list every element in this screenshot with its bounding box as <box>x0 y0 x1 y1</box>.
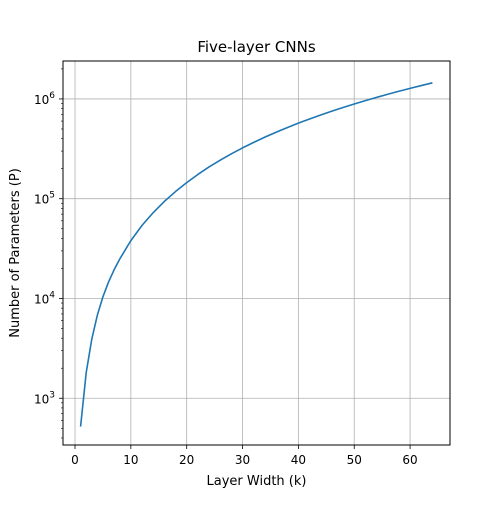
y-tick-label: 106 <box>34 91 55 107</box>
x-tick-label: 0 <box>71 453 79 467</box>
y-tick-label: 103 <box>34 390 55 406</box>
y-tick-label: 105 <box>34 191 55 207</box>
plot-frame <box>62 60 451 446</box>
chart-title: Five-layer CNNs <box>197 38 316 56</box>
x-tick-label: 20 <box>179 453 194 467</box>
grid-lines <box>63 61 450 445</box>
axis-ticks: 0 10 20 30 40 50 60 103 104 105 106 <box>34 68 418 467</box>
x-tick-label: 30 <box>235 453 250 467</box>
series-line <box>79 82 433 427</box>
x-tick-label: 50 <box>347 453 362 467</box>
x-tick-label: 40 <box>291 453 306 467</box>
series-layer <box>79 82 433 427</box>
x-axis-label: Layer Width (k) <box>207 474 307 489</box>
y-tick-label: 104 <box>34 290 55 306</box>
x-tick-label: 10 <box>123 453 138 467</box>
x-tick-label: 60 <box>402 453 417 467</box>
y-axis-label: Number of Parameters (P) <box>8 168 23 338</box>
